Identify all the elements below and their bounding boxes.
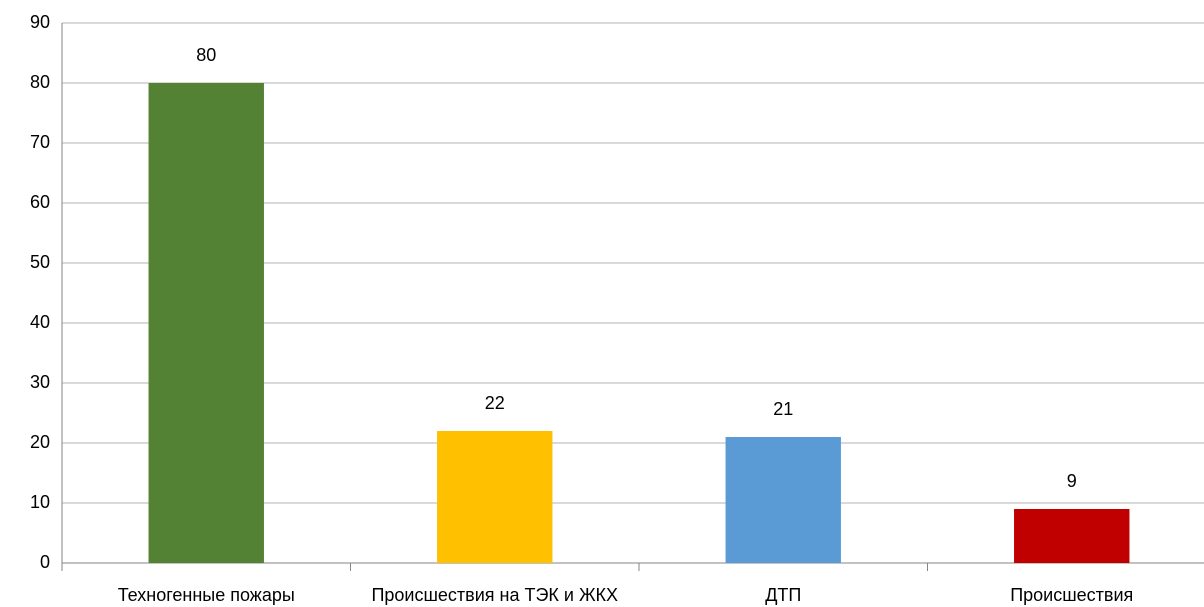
y-tick-label: 80	[30, 72, 50, 92]
y-tick-label: 90	[30, 12, 50, 32]
data-label: 21	[773, 399, 793, 419]
y-tick-label: 50	[30, 252, 50, 272]
x-tick-label: Происшествия	[1010, 585, 1133, 605]
y-tick-label: 20	[30, 432, 50, 452]
bar	[725, 437, 841, 563]
data-label: 80	[196, 45, 216, 65]
data-label: 22	[485, 393, 505, 413]
x-tick-label: Происшествия на ТЭК и ЖКХ	[371, 585, 618, 605]
x-tick-label: ДТП	[765, 585, 801, 605]
y-tick-label: 40	[30, 312, 50, 332]
data-label: 9	[1067, 471, 1077, 491]
y-tick-label: 10	[30, 492, 50, 512]
bar	[1014, 509, 1130, 563]
bar	[148, 83, 264, 563]
y-tick-label: 0	[40, 552, 50, 572]
y-tick-label: 70	[30, 132, 50, 152]
bar	[437, 431, 553, 563]
y-tick-label: 60	[30, 192, 50, 212]
y-tick-label: 30	[30, 372, 50, 392]
x-tick-label: Техногенные пожары	[118, 585, 295, 605]
